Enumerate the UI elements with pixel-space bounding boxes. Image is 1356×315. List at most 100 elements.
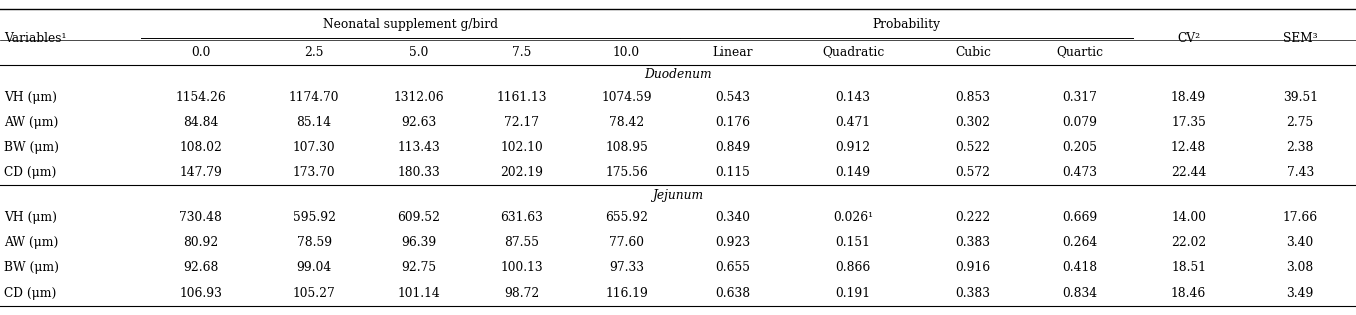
Text: 0.912: 0.912: [835, 141, 871, 154]
Text: Linear: Linear: [713, 46, 753, 59]
Text: 0.191: 0.191: [835, 287, 871, 300]
Text: 0.923: 0.923: [716, 236, 750, 249]
Text: 87.55: 87.55: [504, 236, 540, 249]
Text: 0.149: 0.149: [835, 166, 871, 179]
Text: 0.669: 0.669: [1062, 211, 1097, 224]
Text: 78.42: 78.42: [609, 116, 644, 129]
Text: 85.14: 85.14: [297, 116, 332, 129]
Text: 1074.59: 1074.59: [601, 91, 652, 104]
Text: 17.66: 17.66: [1283, 211, 1318, 224]
Text: 0.115: 0.115: [716, 166, 750, 179]
Text: 77.60: 77.60: [609, 236, 644, 249]
Text: 0.0: 0.0: [191, 46, 210, 59]
Text: 0.205: 0.205: [1062, 141, 1097, 154]
Text: 92.75: 92.75: [401, 261, 437, 274]
Text: 0.471: 0.471: [835, 116, 871, 129]
Text: 0.026¹: 0.026¹: [833, 211, 873, 224]
Text: 98.72: 98.72: [504, 287, 540, 300]
Text: 105.27: 105.27: [293, 287, 335, 300]
Text: 84.84: 84.84: [183, 116, 218, 129]
Text: 0.143: 0.143: [835, 91, 871, 104]
Text: 0.176: 0.176: [716, 116, 750, 129]
Text: 2.38: 2.38: [1287, 141, 1314, 154]
Text: 78.59: 78.59: [297, 236, 332, 249]
Text: 108.02: 108.02: [179, 141, 222, 154]
Text: 202.19: 202.19: [500, 166, 544, 179]
Text: 106.93: 106.93: [179, 287, 222, 300]
Text: 3.49: 3.49: [1287, 287, 1314, 300]
Text: 18.51: 18.51: [1172, 261, 1205, 274]
Text: CD (μm): CD (μm): [4, 287, 57, 300]
Text: 0.151: 0.151: [835, 236, 871, 249]
Text: Quadratic: Quadratic: [822, 46, 884, 59]
Text: BW (μm): BW (μm): [4, 261, 60, 274]
Text: 655.92: 655.92: [605, 211, 648, 224]
Text: SEM³: SEM³: [1283, 32, 1318, 45]
Text: 72.17: 72.17: [504, 116, 540, 129]
Text: 609.52: 609.52: [397, 211, 441, 224]
Text: 1312.06: 1312.06: [393, 91, 445, 104]
Text: 0.522: 0.522: [956, 141, 991, 154]
Text: 3.40: 3.40: [1287, 236, 1314, 249]
Text: 0.473: 0.473: [1062, 166, 1097, 179]
Text: 0.317: 0.317: [1062, 91, 1097, 104]
Text: AW (μm): AW (μm): [4, 116, 58, 129]
Text: 102.10: 102.10: [500, 141, 544, 154]
Text: BW (μm): BW (μm): [4, 141, 60, 154]
Text: Neonatal supplement g/bird: Neonatal supplement g/bird: [323, 18, 498, 31]
Text: 0.222: 0.222: [956, 211, 991, 224]
Text: 0.849: 0.849: [716, 141, 751, 154]
Text: 0.572: 0.572: [956, 166, 991, 179]
Text: Duodenum: Duodenum: [644, 68, 712, 81]
Text: 108.95: 108.95: [605, 141, 648, 154]
Text: 100.13: 100.13: [500, 261, 544, 274]
Text: CD (μm): CD (μm): [4, 166, 57, 179]
Text: 39.51: 39.51: [1283, 91, 1318, 104]
Text: Jejunum: Jejunum: [652, 189, 704, 202]
Text: 0.383: 0.383: [956, 236, 991, 249]
Text: 0.418: 0.418: [1062, 261, 1097, 274]
Text: VH (μm): VH (μm): [4, 211, 57, 224]
Text: 0.079: 0.079: [1062, 116, 1097, 129]
Text: 595.92: 595.92: [293, 211, 336, 224]
Text: 99.04: 99.04: [297, 261, 332, 274]
Text: 0.916: 0.916: [956, 261, 991, 274]
Text: 0.302: 0.302: [956, 116, 991, 129]
Text: 0.543: 0.543: [716, 91, 750, 104]
Text: 92.63: 92.63: [401, 116, 437, 129]
Text: Variables¹: Variables¹: [4, 32, 66, 45]
Text: 147.79: 147.79: [179, 166, 222, 179]
Text: 10.0: 10.0: [613, 46, 640, 59]
Text: 0.340: 0.340: [716, 211, 750, 224]
Text: 0.853: 0.853: [956, 91, 991, 104]
Text: 2.5: 2.5: [304, 46, 324, 59]
Text: 2.75: 2.75: [1287, 116, 1314, 129]
Text: 113.43: 113.43: [397, 141, 441, 154]
Text: 22.44: 22.44: [1172, 166, 1207, 179]
Text: VH (μm): VH (μm): [4, 91, 57, 104]
Text: 1174.70: 1174.70: [289, 91, 339, 104]
Text: 1161.13: 1161.13: [496, 91, 546, 104]
Text: CV²: CV²: [1177, 32, 1200, 45]
Text: 116.19: 116.19: [605, 287, 648, 300]
Text: 173.70: 173.70: [293, 166, 335, 179]
Text: 92.68: 92.68: [183, 261, 218, 274]
Text: 17.35: 17.35: [1172, 116, 1205, 129]
Text: 97.33: 97.33: [609, 261, 644, 274]
Text: 18.49: 18.49: [1172, 91, 1207, 104]
Text: 12.48: 12.48: [1172, 141, 1207, 154]
Text: 1154.26: 1154.26: [175, 91, 226, 104]
Text: 101.14: 101.14: [397, 287, 441, 300]
Text: 14.00: 14.00: [1172, 211, 1205, 224]
Text: 730.48: 730.48: [179, 211, 222, 224]
Text: 0.264: 0.264: [1062, 236, 1097, 249]
Text: AW (μm): AW (μm): [4, 236, 58, 249]
Text: Probability: Probability: [872, 18, 940, 31]
Text: 7.43: 7.43: [1287, 166, 1314, 179]
Text: 7.5: 7.5: [513, 46, 532, 59]
Text: 0.655: 0.655: [716, 261, 750, 274]
Text: 3.08: 3.08: [1287, 261, 1314, 274]
Text: 0.383: 0.383: [956, 287, 991, 300]
Text: Quartic: Quartic: [1056, 46, 1104, 59]
Text: 0.834: 0.834: [1062, 287, 1097, 300]
